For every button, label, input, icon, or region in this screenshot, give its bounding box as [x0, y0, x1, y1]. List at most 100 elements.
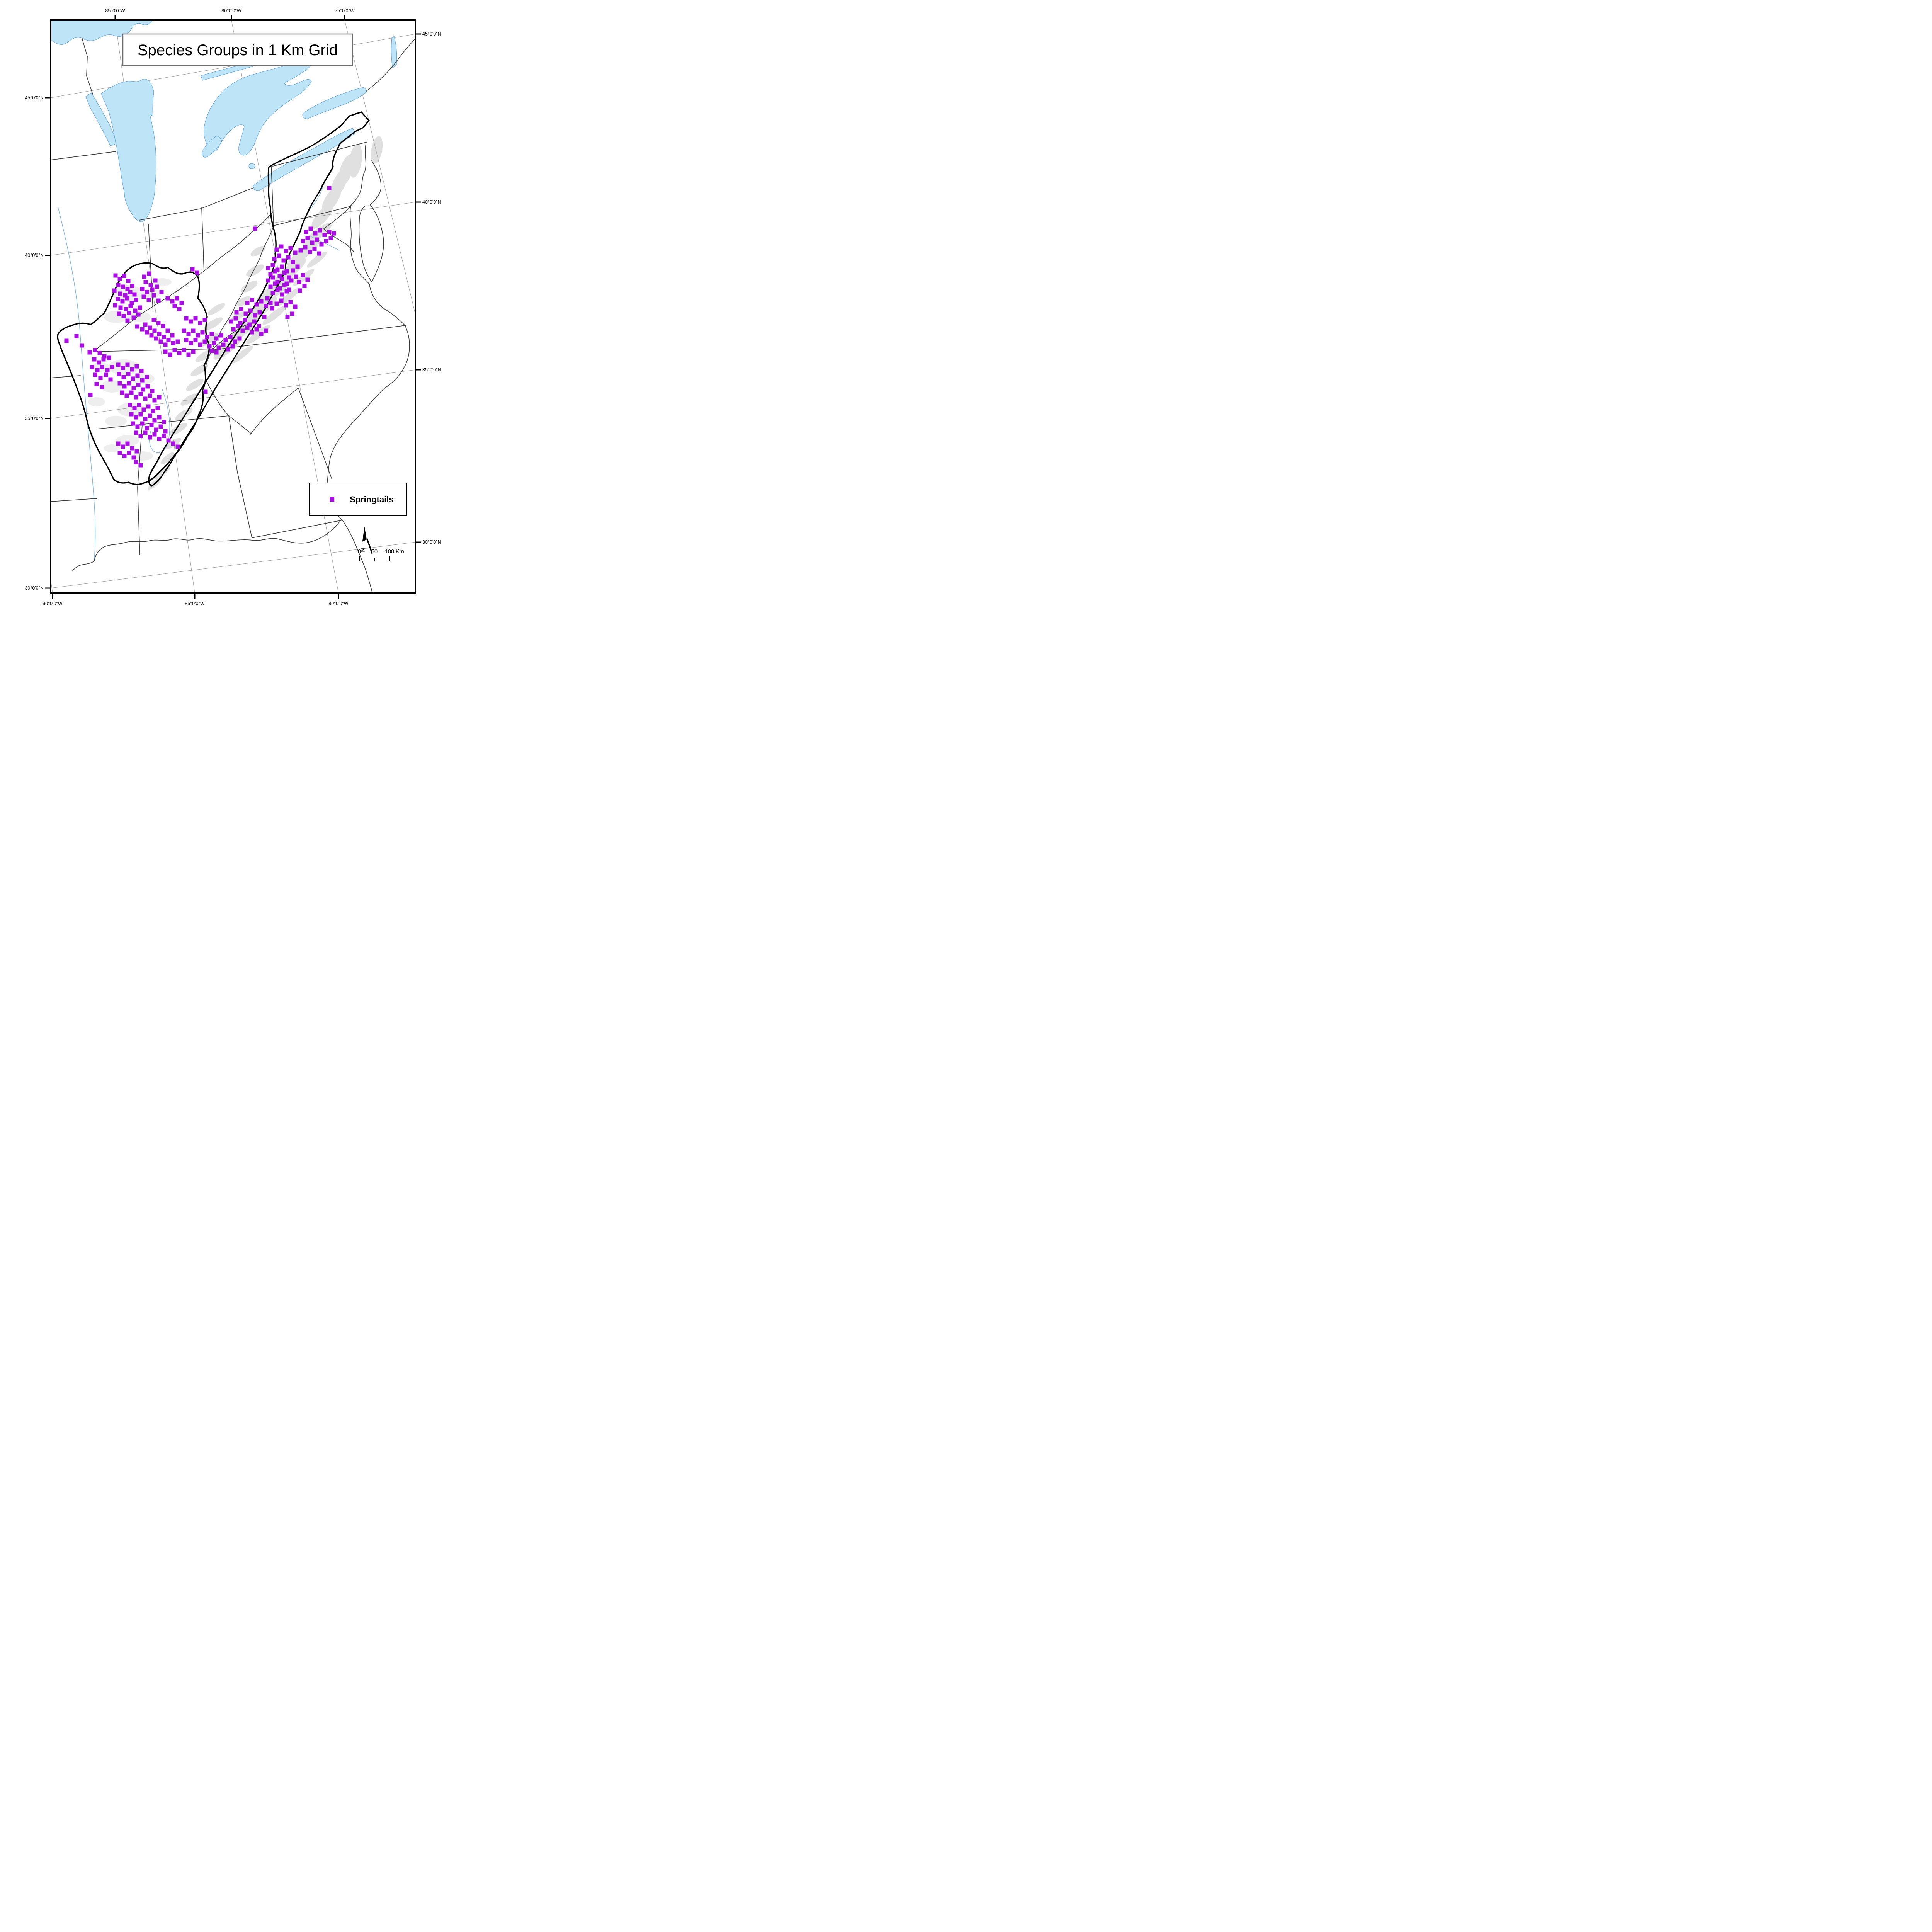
grid-point	[152, 432, 157, 437]
grid-point	[128, 403, 132, 407]
grid-point	[110, 365, 114, 369]
grid-point	[90, 365, 94, 369]
border-md-va-potomac	[323, 206, 354, 252]
grid-point	[161, 324, 165, 328]
grid-point	[122, 454, 127, 458]
grid-point	[297, 280, 301, 284]
grid-point	[287, 275, 291, 280]
border-nc-ga	[228, 415, 252, 434]
grid-point	[313, 231, 318, 236]
grid-point	[284, 303, 288, 308]
graticule-tick-label: 85°0'0"W	[105, 8, 125, 14]
grid-point	[228, 335, 233, 339]
grid-point	[145, 426, 149, 430]
grid-point	[92, 357, 97, 362]
grid-point	[291, 260, 295, 264]
grid-point	[150, 389, 155, 393]
grid-point	[143, 396, 148, 401]
rivers-layer	[58, 185, 340, 560]
grid-point	[322, 233, 327, 237]
scale-bar	[359, 556, 390, 561]
grid-point	[268, 284, 273, 289]
grid-point	[127, 451, 131, 455]
border-wi-il	[51, 151, 116, 160]
grid-point	[134, 460, 138, 464]
grid-point	[157, 415, 162, 420]
grid-point	[202, 339, 207, 344]
grid-point	[156, 321, 161, 325]
border-mason-dixon	[273, 206, 351, 226]
grid-point	[266, 266, 270, 270]
study-area-appalachians	[148, 111, 370, 487]
grid-point	[118, 291, 122, 296]
grid-point	[165, 328, 170, 333]
grid-point	[207, 344, 212, 349]
grid-point	[239, 307, 243, 311]
grid-point	[277, 253, 281, 258]
map-page: 85°0'0"W 80°0'0"W 75°0'0"W 90°0'0"W 85°0'0"W…	[0, 0, 473, 612]
grid-point	[301, 239, 305, 243]
border-ms-al	[137, 425, 143, 555]
grid-point	[270, 263, 275, 267]
scale-label-100: 100	[385, 549, 394, 555]
grid-point	[158, 339, 163, 344]
grid-point	[293, 250, 298, 255]
grid-point	[117, 372, 121, 376]
grid-point	[136, 383, 141, 387]
springtails-points-layer	[64, 186, 336, 468]
grid-point	[135, 324, 139, 329]
grid-point	[135, 373, 140, 378]
grid-point	[148, 413, 152, 418]
grid-point	[266, 278, 270, 283]
coast-va-nc	[369, 284, 405, 326]
grid-point	[108, 377, 113, 382]
grid-point	[94, 382, 99, 386]
grid-point	[264, 304, 268, 308]
grid-point	[134, 449, 139, 454]
grid-point	[138, 434, 143, 438]
grid-point	[145, 330, 149, 335]
lake-st-clair	[248, 163, 255, 169]
grid-point	[324, 239, 328, 243]
grid-point	[127, 381, 131, 386]
scale-label-0: 0	[358, 549, 361, 555]
grid-point	[214, 336, 219, 341]
grid-point	[238, 321, 243, 325]
grid-point	[285, 315, 290, 319]
grid-point	[117, 381, 122, 386]
potomac-river	[310, 236, 340, 251]
grid-point	[122, 384, 127, 389]
grid-point	[151, 293, 156, 298]
grid-point	[172, 348, 177, 352]
grid-point	[308, 250, 312, 254]
grid-point	[154, 336, 158, 341]
grid-point	[259, 299, 264, 304]
graticule-tick-label: 40°0'0"N	[422, 199, 441, 205]
grid-point	[189, 319, 193, 324]
grid-point	[116, 297, 120, 301]
grid-point	[104, 372, 108, 377]
coast-chesapeake-west	[350, 205, 370, 285]
grid-point	[230, 344, 235, 349]
grid-point	[138, 463, 143, 468]
grid-point	[190, 267, 195, 272]
grid-point	[270, 291, 275, 295]
grid-point	[284, 289, 289, 294]
grid-point	[182, 328, 186, 333]
grid-point	[136, 312, 141, 317]
grid-point	[318, 228, 322, 233]
grid-point	[98, 376, 103, 380]
border-mo-ar	[51, 375, 81, 378]
grid-point	[163, 342, 168, 347]
grid-point	[149, 423, 154, 427]
grid-point	[123, 293, 128, 298]
grid-point	[193, 338, 198, 342]
grid-point	[191, 349, 196, 354]
grid-point	[153, 278, 158, 283]
grid-point	[125, 296, 129, 301]
grid-point	[253, 226, 257, 231]
grid-point	[186, 332, 191, 336]
grid-point	[184, 338, 189, 342]
grid-point	[116, 362, 121, 367]
title-box: Species Groups in 1 Km Grid	[122, 33, 353, 66]
